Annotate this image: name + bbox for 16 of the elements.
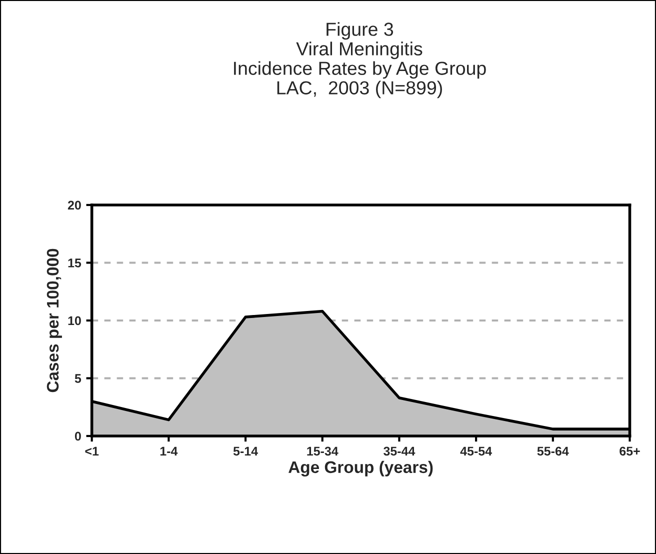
y-tick-label: 10 bbox=[68, 316, 81, 326]
y-tick-label: 5 bbox=[74, 374, 82, 383]
x-tick-label: 45-54 bbox=[460, 446, 492, 456]
x-tick-label: 1-4 bbox=[160, 446, 178, 456]
x-tick-label: 5-14 bbox=[233, 446, 258, 456]
y-tick-label: 15 bbox=[68, 258, 82, 268]
y-tick-label: 20 bbox=[68, 200, 81, 210]
x-tick-label: 55-64 bbox=[537, 446, 569, 456]
x-tick-label: 35-44 bbox=[384, 446, 416, 456]
y-tick-label: 0 bbox=[74, 432, 81, 441]
x-tick-label: 15-34 bbox=[307, 446, 338, 456]
y-axis-title: Cases per 100,000 bbox=[46, 248, 62, 392]
chart-title: Figure 3 Viral Meningitis Incidence Rates by Age Group LAC, 2003 (N=899) bbox=[234, 22, 486, 98]
x-tick-label: <1 bbox=[85, 446, 99, 456]
x-tick-label: 65+ bbox=[620, 446, 640, 456]
x-axis-title: Age Group (years) bbox=[288, 460, 433, 476]
